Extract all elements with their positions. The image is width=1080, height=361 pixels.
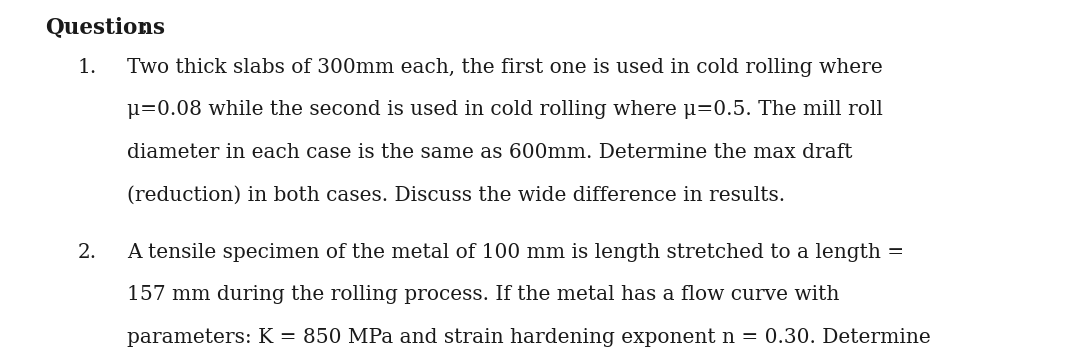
Text: 2.: 2.: [78, 243, 97, 262]
Text: diameter in each case is the same as 600mm. Determine the max draft: diameter in each case is the same as 600…: [127, 143, 853, 162]
Text: 157 mm during the rolling process. If the metal has a flow curve with: 157 mm during the rolling process. If th…: [127, 285, 840, 304]
Text: parameters: K = 850 MPa and strain hardening exponent n = 0.30. Determine: parameters: K = 850 MPa and strain harde…: [127, 328, 931, 347]
Text: (reduction) in both cases. Discuss the wide difference in results.: (reduction) in both cases. Discuss the w…: [127, 186, 785, 205]
Text: :: :: [140, 16, 148, 38]
Text: Two thick slabs of 300mm each, the first one is used in cold rolling where: Two thick slabs of 300mm each, the first…: [127, 58, 883, 77]
Text: μ=0.08 while the second is used in cold rolling where μ=0.5. The mill roll: μ=0.08 while the second is used in cold …: [127, 100, 883, 119]
Text: 1.: 1.: [78, 58, 97, 77]
Text: Questions: Questions: [45, 16, 165, 38]
Text: A tensile specimen of the metal of 100 mm is length stretched to a length =: A tensile specimen of the metal of 100 m…: [127, 243, 905, 262]
